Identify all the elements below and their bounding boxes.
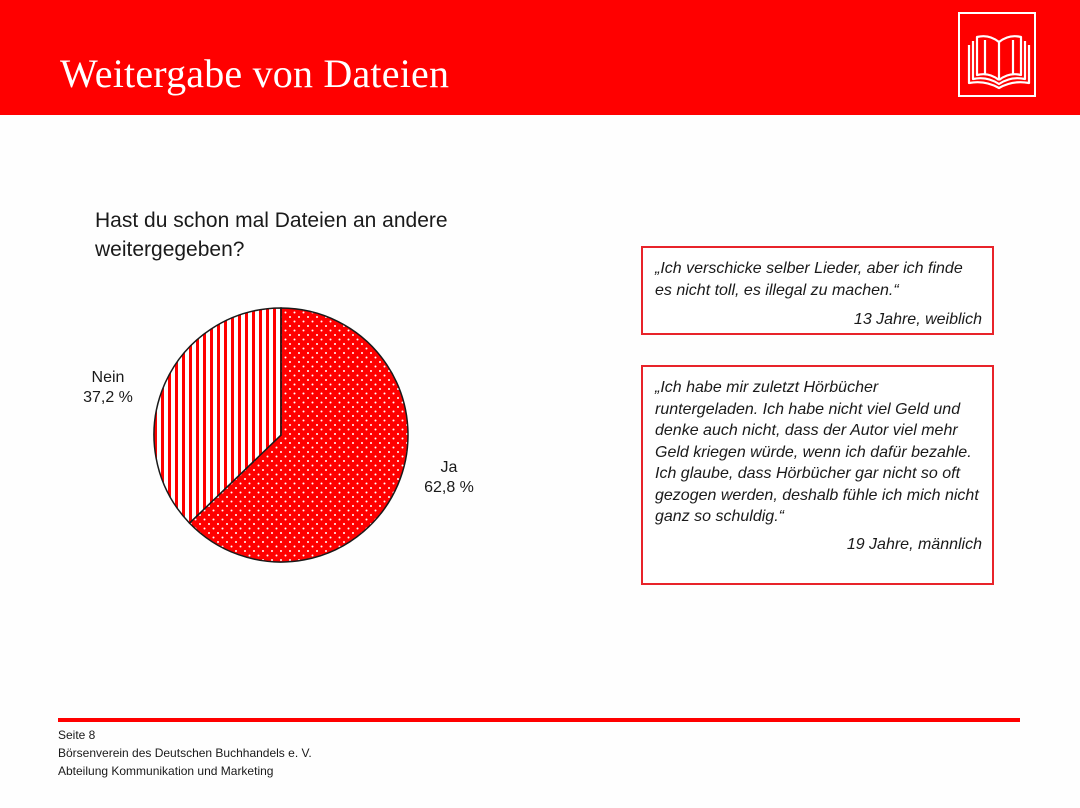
quote-box-1: „Ich verschicke selber Lieder, aber ich … <box>641 246 994 335</box>
pie-slice-ja <box>188 307 409 563</box>
pie-label-nein-value: 37,2 % <box>83 389 133 406</box>
quote-text-2: „Ich habe mir zuletzt Hörbücher runterge… <box>655 379 979 525</box>
pie-label-ja: Ja 62,8 % <box>414 458 484 498</box>
open-books-icon <box>967 35 1031 90</box>
pie-label-ja-name: Ja <box>440 459 458 476</box>
pie-label-nein-name: Nein <box>91 369 125 386</box>
pie-label-ja-value: 62,8 % <box>424 479 474 496</box>
quote-author-2: 19 Jahre, männlich <box>846 535 982 553</box>
header-bar: Weitergabe von Dateien <box>0 0 1080 115</box>
chart-title: Hast du schon mal Dateien an andere weit… <box>95 209 448 261</box>
logo <box>958 12 1036 97</box>
footer-divider <box>58 718 1020 722</box>
pie-slice-nein <box>153 307 282 525</box>
footer-department: Abteilung Kommunikation und Marketing <box>58 764 274 778</box>
quote-author-1: 13 Jahre, weiblich <box>853 311 982 328</box>
pie-label-nein: Nein 37,2 % <box>73 368 143 408</box>
footer-page: Seite 8 <box>58 728 96 742</box>
footer-organization: Börsenverein des Deutschen Buchhandels e… <box>58 746 312 760</box>
quote-box-2: „Ich habe mir zuletzt Hörbücher runterge… <box>641 365 994 585</box>
slide-title: Weitergabe von Dateien <box>60 51 450 96</box>
quote-text-1: „Ich verschicke selber Lieder, aber ich … <box>655 260 963 299</box>
